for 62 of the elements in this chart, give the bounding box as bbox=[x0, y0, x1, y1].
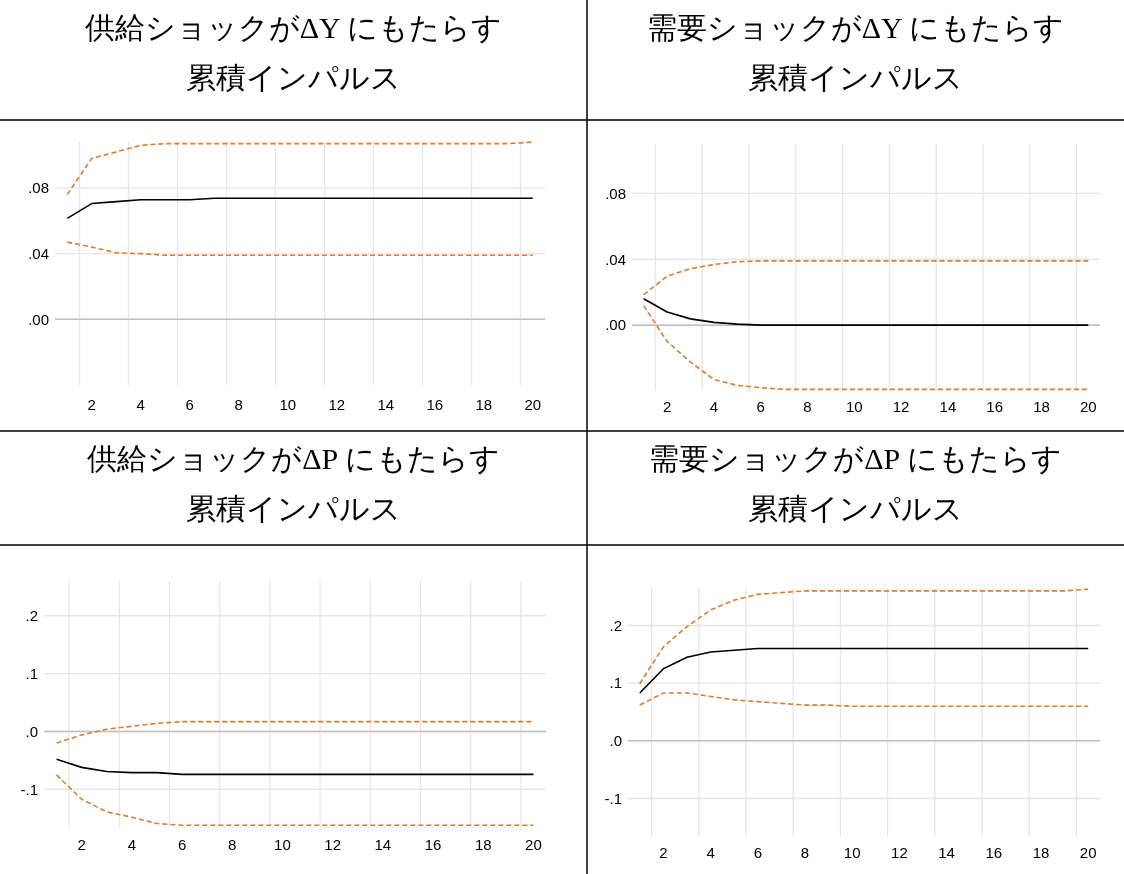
chart-subtitle: 累積インパルス bbox=[748, 61, 963, 94]
x-tick-label: 20 bbox=[525, 836, 542, 854]
x-tick-label: 10 bbox=[845, 398, 863, 416]
x-tick-label: 4 bbox=[136, 396, 145, 414]
x-tick-label: 6 bbox=[185, 396, 194, 414]
chart-subtitle: 累積インパルス bbox=[186, 61, 401, 94]
y-tick-label: .08 bbox=[28, 179, 49, 197]
chart-title: 供給ショックがΔY にもたらす bbox=[84, 11, 503, 44]
y-tick-label: -.1 bbox=[20, 780, 38, 798]
x-tick-label: 16 bbox=[986, 398, 1004, 416]
x-tick-label: 2 bbox=[87, 396, 96, 414]
x-tick-label: 12 bbox=[324, 836, 341, 854]
x-tick-label: 14 bbox=[374, 836, 392, 854]
x-tick-label: 18 bbox=[474, 836, 492, 854]
chart-title: 供給ショックがΔP にもたらす bbox=[87, 442, 500, 475]
x-tick-label: 8 bbox=[228, 836, 237, 854]
x-tick-label: 8 bbox=[803, 398, 812, 416]
y-tick-label: .1 bbox=[609, 674, 622, 692]
x-tick-label: 2 bbox=[659, 844, 668, 862]
x-tick-label: 8 bbox=[234, 396, 243, 414]
x-tick-label: 2 bbox=[662, 398, 672, 416]
x-tick-label: 16 bbox=[424, 836, 442, 854]
y-tick-label: .2 bbox=[25, 606, 38, 624]
x-tick-label: 18 bbox=[1032, 844, 1050, 862]
y-tick-label: .00 bbox=[28, 310, 49, 328]
x-tick-label: 18 bbox=[1033, 398, 1050, 416]
y-tick-label: -.1 bbox=[604, 789, 622, 807]
chart-subtitle: 累積インパルス bbox=[748, 492, 963, 525]
x-tick-label: 4 bbox=[127, 836, 137, 854]
x-tick-label: 14 bbox=[377, 396, 395, 414]
chart-title: 需要ショックがΔP にもたらす bbox=[649, 442, 1062, 475]
x-tick-label: 20 bbox=[1079, 398, 1097, 416]
x-tick-label: 10 bbox=[279, 396, 297, 414]
x-tick-label: 10 bbox=[843, 844, 861, 862]
x-tick-label: 14 bbox=[939, 398, 957, 416]
y-tick-label: .00 bbox=[605, 316, 626, 334]
x-tick-label: 4 bbox=[706, 844, 715, 862]
x-tick-label: 18 bbox=[475, 396, 493, 414]
x-tick-label: 12 bbox=[328, 396, 346, 414]
x-tick-label: 2 bbox=[77, 836, 86, 854]
x-tick-label: 4 bbox=[709, 398, 719, 416]
x-tick-label: 12 bbox=[892, 398, 910, 416]
y-tick-label: .0 bbox=[609, 732, 622, 750]
chart-title: 需要ショックがΔY にもたらす bbox=[646, 11, 1065, 44]
y-tick-label: .2 bbox=[609, 616, 622, 634]
x-tick-label: 16 bbox=[985, 844, 1003, 862]
x-tick-label: 20 bbox=[524, 396, 542, 414]
y-tick-label: .04 bbox=[605, 250, 626, 268]
y-tick-label: .1 bbox=[25, 664, 38, 682]
x-tick-label: 14 bbox=[938, 844, 955, 862]
y-tick-label: .04 bbox=[28, 244, 49, 262]
x-tick-label: 12 bbox=[891, 844, 908, 862]
x-tick-label: 10 bbox=[274, 836, 291, 854]
x-tick-label: 6 bbox=[756, 398, 765, 416]
x-tick-label: 16 bbox=[426, 396, 444, 414]
x-tick-label: 20 bbox=[1079, 844, 1097, 862]
y-tick-label: .08 bbox=[605, 184, 626, 202]
x-tick-label: 8 bbox=[800, 844, 810, 862]
chart-subtitle: 累積インパルス bbox=[186, 492, 401, 525]
x-tick-label: 6 bbox=[177, 836, 187, 854]
y-tick-label: .0 bbox=[25, 722, 38, 740]
x-tick-label: 6 bbox=[753, 844, 762, 862]
